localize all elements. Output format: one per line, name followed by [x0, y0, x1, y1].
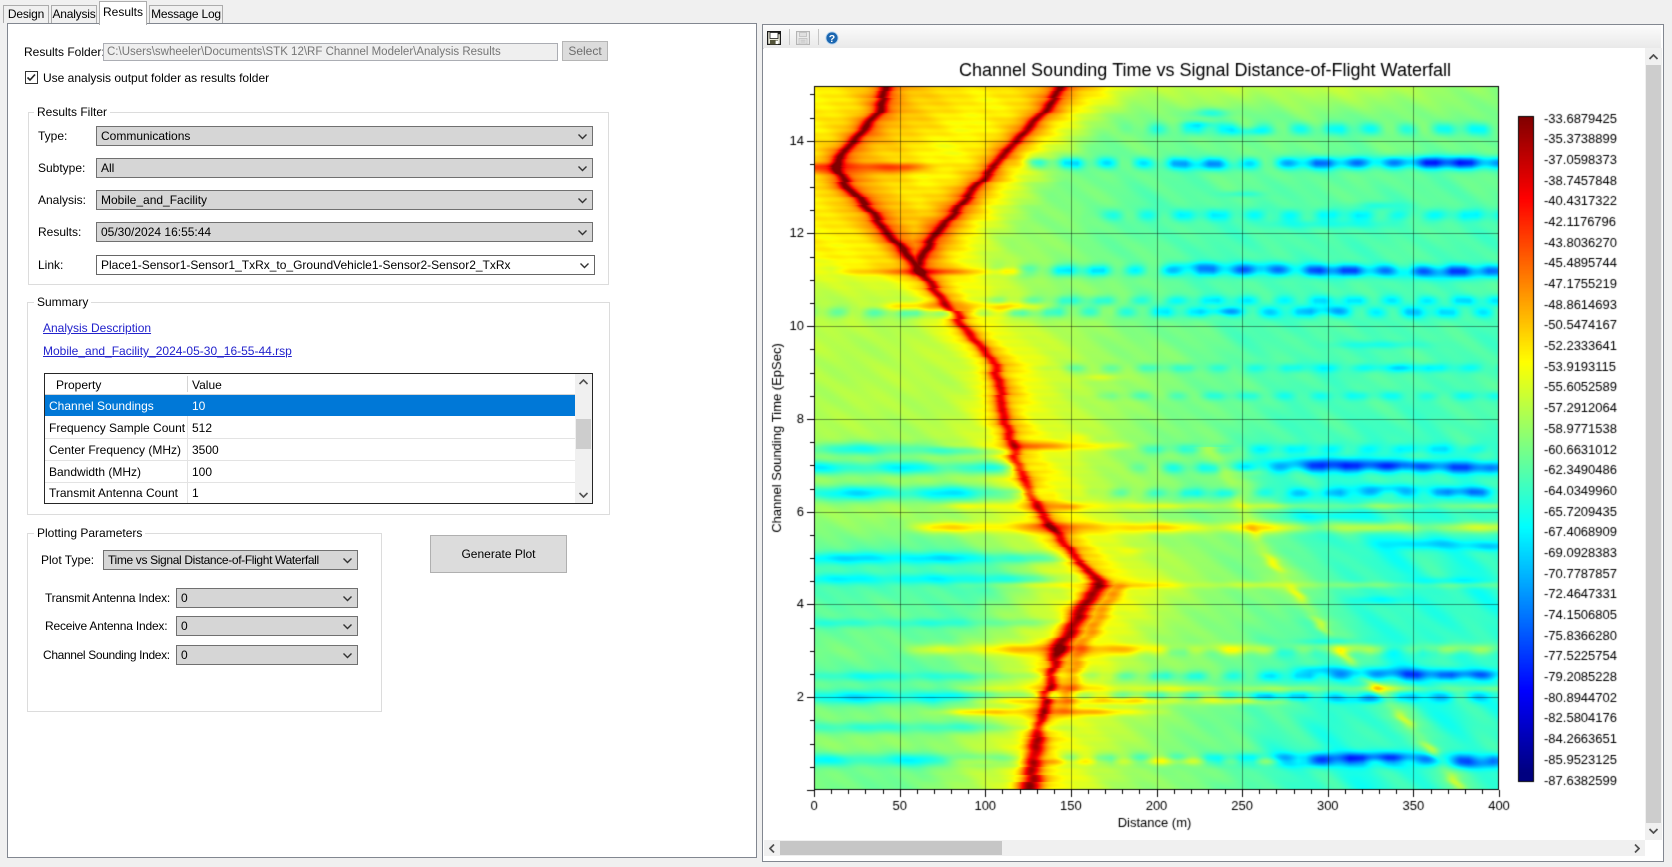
svg-text:?: ?: [829, 33, 835, 45]
